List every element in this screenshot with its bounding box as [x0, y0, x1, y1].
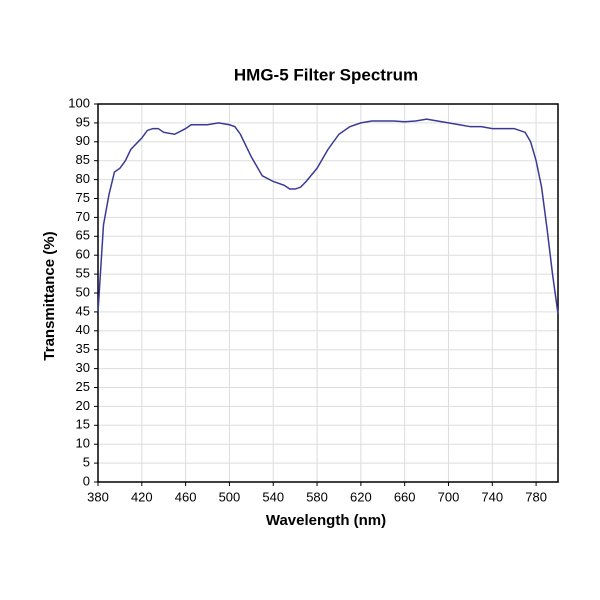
- y-tick-label: 30: [76, 360, 90, 375]
- x-tick-label: 380: [87, 489, 109, 504]
- x-tick-label: 700: [438, 489, 460, 504]
- y-tick-label: 60: [76, 247, 90, 262]
- x-tick-label: 460: [175, 489, 197, 504]
- y-tick-label: 25: [76, 379, 90, 394]
- y-tick-label: 45: [76, 303, 90, 318]
- y-tick-label: 80: [76, 171, 90, 186]
- y-tick-label: 75: [76, 190, 90, 205]
- x-tick-label: 500: [219, 489, 241, 504]
- x-tick-label: 780: [525, 489, 547, 504]
- x-tick-label: 620: [350, 489, 372, 504]
- y-tick-label: 15: [76, 417, 90, 432]
- y-tick-label: 70: [76, 209, 90, 224]
- y-axis-label: Transmittance (%): [41, 231, 58, 360]
- y-tick-label: 40: [76, 322, 90, 337]
- y-tick-label: 0: [83, 473, 90, 488]
- x-tick-label: 420: [131, 489, 153, 504]
- y-tick-label: 95: [76, 114, 90, 129]
- y-tick-label: 90: [76, 133, 90, 148]
- x-tick-label: 660: [394, 489, 416, 504]
- x-tick-label: 740: [481, 489, 503, 504]
- x-tick-label: 540: [262, 489, 284, 504]
- plot-frame: [97, 103, 559, 483]
- y-tick-label: 50: [76, 284, 90, 299]
- y-tick-label: 55: [76, 266, 90, 281]
- y-tick-label: 35: [76, 341, 90, 356]
- y-tick-label: 10: [76, 436, 90, 451]
- y-tick-label: 65: [76, 228, 90, 243]
- y-tick-label: 100: [68, 95, 90, 110]
- x-tick-label: 580: [306, 489, 328, 504]
- y-tick-label: 20: [76, 398, 90, 413]
- y-tick-label: 85: [76, 152, 90, 167]
- data-line: [97, 118, 559, 314]
- y-tick-label: 5: [83, 455, 90, 470]
- x-axis-label: Wavelength (nm): [266, 512, 386, 529]
- chart-title: HMG-5 Filter Spectrum: [234, 65, 418, 84]
